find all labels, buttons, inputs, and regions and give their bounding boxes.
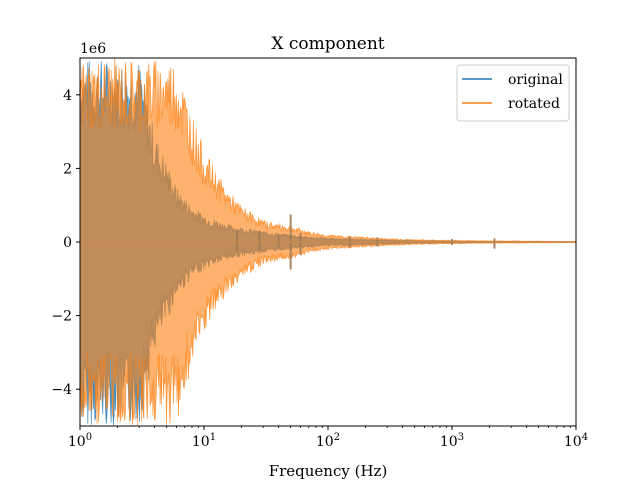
legend-label-original: original [508,72,563,88]
legend-label-rotated: rotated [508,96,560,112]
x-tick-label-2: 102 [316,432,340,450]
axes-layer: 4 2 0 −2 −4 100 101 102 103 104 [51,57,588,450]
y-tick-label-1: 2 [63,161,72,177]
chart-title: X component [271,34,384,54]
x-tick-label-1: 101 [192,432,216,450]
x-axis-label: Frequency (Hz) [269,462,388,480]
y-offset-label: 1e6 [80,41,106,57]
legend: original rotated [456,64,570,122]
series-layer [80,58,576,426]
y-tick-label-3: −2 [51,309,72,325]
y-tick-label-0: 4 [63,88,72,104]
x-tick-label-4: 104 [564,432,588,450]
x-tick-label-3: 103 [440,432,464,450]
x-tick-label-0: 100 [68,432,92,450]
y-tick-label-2: 0 [63,235,72,251]
y-tick-label-4: −4 [51,382,72,398]
